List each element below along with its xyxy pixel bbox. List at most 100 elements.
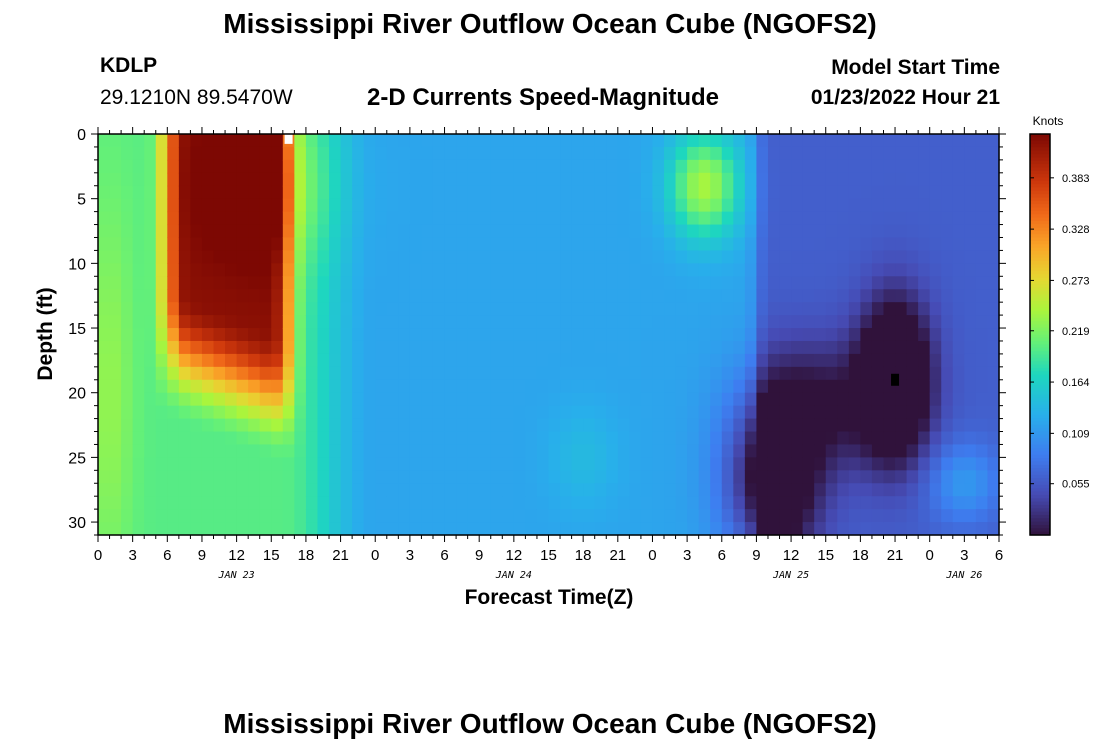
heatmap-cell [779,315,792,329]
heatmap-cell [756,522,769,536]
heatmap-cell [941,470,954,484]
x-tick-label: 0 [648,547,656,564]
heatmap-cell [617,276,630,290]
heatmap-cell [536,328,550,342]
heatmap-cell [640,405,654,420]
heatmap-cell [640,431,654,446]
heatmap-cell [837,522,850,536]
heatmap-cell [155,509,168,523]
heatmap-cell [236,211,249,226]
heatmap-cell [432,276,446,290]
heatmap-cell [710,470,723,484]
colorbar-segment [1030,220,1050,225]
heatmap-cell [109,315,122,329]
heatmap-cell [375,470,388,484]
heatmap-cell [744,522,758,536]
heatmap-cell [629,509,642,523]
heatmap-cell [109,340,122,355]
heatmap-cell [201,509,215,523]
heatmap-cell [629,405,642,420]
heatmap-cell [444,159,457,174]
colorbar-segment [1030,164,1050,169]
heatmap-cell [317,392,330,407]
heatmap-cell [941,302,954,316]
heatmap-cell [352,159,365,174]
heatmap-cell [98,276,111,290]
heatmap-cell [352,211,365,226]
heatmap-cell [444,392,457,407]
heatmap-cell [490,457,503,471]
heatmap-cell [502,146,515,161]
heatmap-cell [513,379,526,394]
heatmap-cell [767,237,781,252]
heatmap-cell [305,509,319,523]
heatmap-cell [282,198,295,213]
heatmap-cell [98,302,111,316]
heatmap-cell [895,405,908,420]
heatmap-cell [929,509,942,523]
heatmap-cell [340,211,353,226]
heatmap-cell [594,250,607,264]
heatmap-cell [363,340,376,355]
heatmap-cell [975,276,989,290]
x-tick-label: 0 [926,547,934,564]
heatmap-cell [409,444,423,458]
heatmap-cell [571,366,584,381]
heatmap-cell [421,289,434,303]
heatmap-cell [895,237,908,252]
heatmap-cell [987,159,1000,174]
heatmap-cell [837,224,850,239]
heatmap-cell [964,496,977,510]
heatmap-cell [155,379,168,394]
heatmap-cell [98,444,111,458]
heatmap-cell [837,340,850,355]
heatmap-cell [317,470,330,484]
heatmap-cell [109,263,122,277]
heatmap-cell [548,224,561,239]
heatmap-cell [236,340,249,355]
heatmap-cell [213,496,226,510]
heatmap-cell [259,509,272,523]
heatmap-cell [629,328,642,342]
heatmap-cell [398,444,411,458]
heatmap-cell [236,263,249,277]
heatmap-cell [282,237,295,252]
heatmap-cell [571,302,584,316]
heatmap-cell [825,146,838,161]
heatmap-cell [190,522,203,536]
heatmap-cell [178,172,192,187]
heatmap-cell [178,211,192,226]
heatmap-cell [710,159,723,174]
colorbar-segment [1030,284,1050,289]
heatmap-cell [305,185,319,200]
heatmap-cell [606,224,619,239]
heatmap-cell [352,509,365,523]
heatmap-cell [571,340,584,355]
heatmap-cell [386,276,399,290]
heatmap-cell [871,328,885,342]
heatmap-cell [525,237,538,252]
heatmap-cell [652,340,665,355]
heatmap-cell [583,483,596,497]
heatmap-cell [190,418,203,433]
heatmap-cell [236,418,249,433]
heatmap-cell [871,302,885,316]
heatmap-cell [629,457,642,471]
heatmap-cell [640,418,654,433]
heatmap-cell [259,353,272,368]
colorbar-segment [1030,170,1050,175]
heatmap-cell [710,457,723,471]
heatmap-cell [317,496,330,510]
heatmap-cell [918,405,931,420]
heatmap-cell [248,185,261,200]
colorbar-segment [1030,488,1050,493]
colorbar-segment [1030,341,1050,346]
heatmap-cell [432,405,446,420]
heatmap-cell [964,276,977,290]
heatmap-cell [513,289,526,303]
heatmap-cell [190,509,203,523]
heatmap-cell [594,457,607,471]
heatmap-cell [698,224,711,239]
x-tick-label: 12 [783,547,800,564]
heatmap-cell [132,289,145,303]
